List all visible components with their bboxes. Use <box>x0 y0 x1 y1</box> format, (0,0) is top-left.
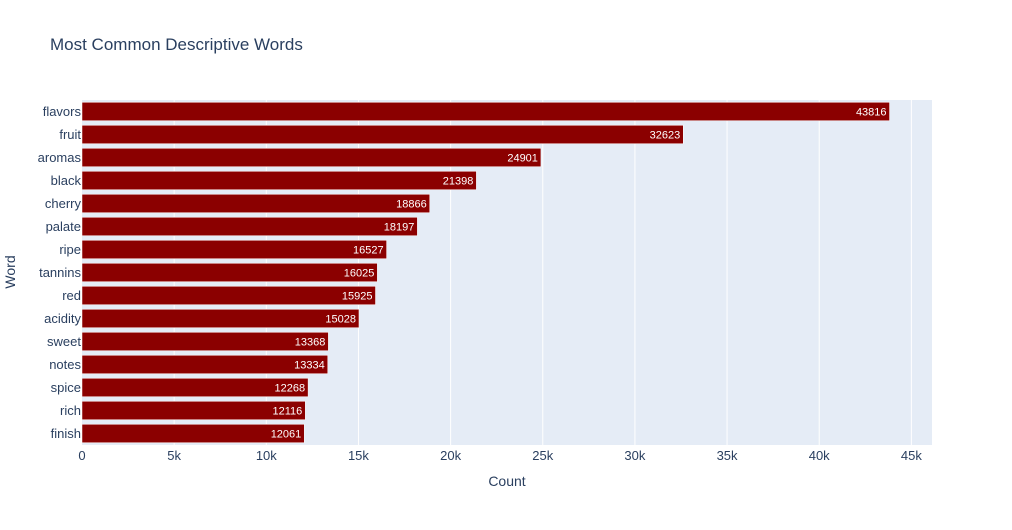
x-tick-label: 0 <box>78 448 85 463</box>
y-tick-label: black <box>51 173 82 188</box>
y-tick-label: tannins <box>39 265 81 280</box>
bar-value-label: 24901 <box>507 153 538 165</box>
x-tick-label: 40k <box>809 448 830 463</box>
y-axis-label: Word <box>2 255 18 288</box>
bar[interactable] <box>81 309 360 328</box>
bar-value-label: 16025 <box>344 268 375 280</box>
y-tick-label: sweet <box>47 334 81 349</box>
bar[interactable] <box>81 263 378 282</box>
x-tick-label: 30k <box>624 448 645 463</box>
chart-title: Most Common Descriptive Words <box>50 35 303 54</box>
bar-value-label: 18197 <box>384 222 415 234</box>
y-tick-label: palate <box>46 219 81 234</box>
y-tick-label: fruit <box>59 127 81 142</box>
bar-value-label: 13334 <box>294 360 325 372</box>
y-tick-label: rich <box>60 403 81 418</box>
y-tick-label: spice <box>51 380 81 395</box>
x-tick-label: 20k <box>440 448 461 463</box>
bar[interactable] <box>81 355 328 374</box>
y-tick-label: aromas <box>38 150 82 165</box>
bar[interactable] <box>81 217 418 236</box>
bar[interactable] <box>81 401 306 420</box>
bar[interactable] <box>81 194 430 213</box>
x-tick-label: 45k <box>901 448 922 463</box>
bar[interactable] <box>81 148 542 167</box>
bar[interactable] <box>81 378 309 397</box>
bar-value-label: 43816 <box>856 107 887 119</box>
x-tick-label: 5k <box>167 448 181 463</box>
y-tick-label: cherry <box>45 196 82 211</box>
bar-value-label: 32623 <box>650 130 681 142</box>
x-tick-label: 25k <box>532 448 553 463</box>
bars <box>81 102 890 443</box>
bar[interactable] <box>81 332 329 351</box>
bar-value-label: 16527 <box>353 245 384 257</box>
bar[interactable] <box>81 125 684 144</box>
bar[interactable] <box>81 171 477 190</box>
y-tick-label: red <box>62 288 81 303</box>
bar-value-label: 12061 <box>271 429 302 441</box>
x-tick-label: 10k <box>256 448 277 463</box>
y-tick-label: finish <box>51 426 81 441</box>
bar[interactable] <box>81 424 305 443</box>
bar-value-label: 21398 <box>443 176 474 188</box>
bar-value-label: 12116 <box>273 406 303 418</box>
bar-value-label: 12268 <box>275 383 306 395</box>
x-axis-label: Count <box>488 473 525 489</box>
y-tick-label: flavors <box>43 104 82 119</box>
y-tick-label: notes <box>49 357 81 372</box>
y-tick-label: acidity <box>44 311 81 326</box>
bar-value-label: 13368 <box>295 337 326 349</box>
x-tick-label: 15k <box>348 448 369 463</box>
y-tick-labels: flavors fruit aromas black cherry palate ripe t… <box>38 104 82 441</box>
bar-value-label: 18866 <box>396 199 427 211</box>
bar-value-label: 15925 <box>342 291 373 303</box>
bar[interactable] <box>81 102 890 121</box>
y-tick-label: ripe <box>59 242 81 257</box>
x-tick-label: 35k <box>717 448 738 463</box>
bar[interactable] <box>81 240 387 259</box>
bar[interactable] <box>81 286 376 305</box>
bar-value-label: 15028 <box>325 314 356 326</box>
x-tick-labels: 0 5k 10k 15k 20k 25k 30k 35k 40k 45k <box>78 448 922 463</box>
